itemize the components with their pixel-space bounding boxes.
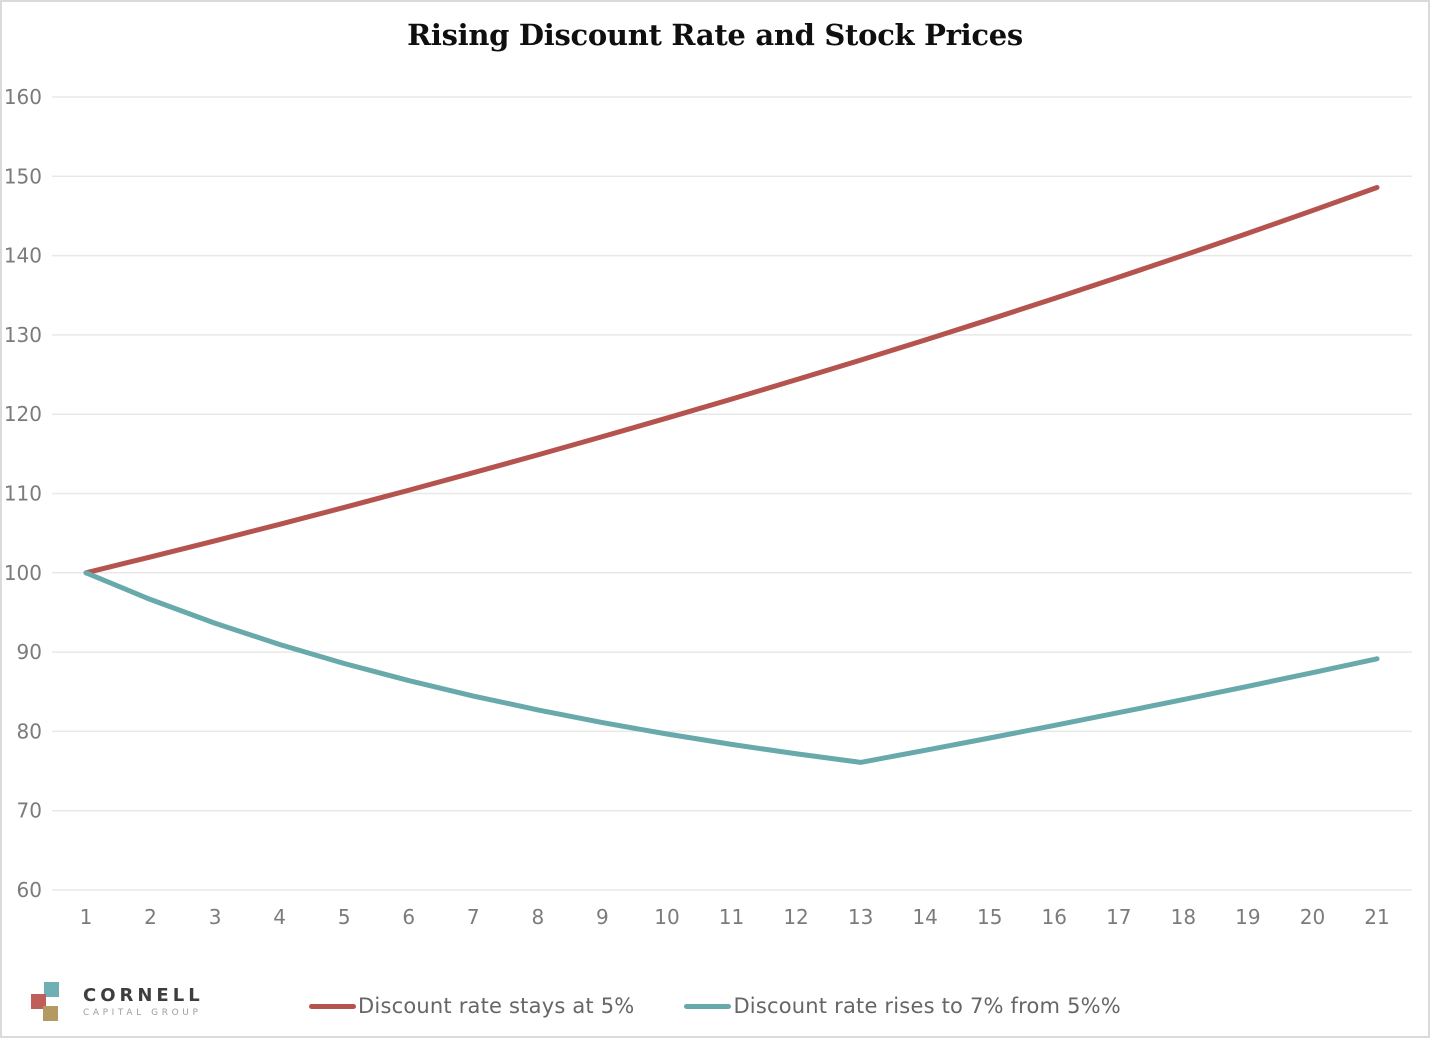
x-tick-label: 14 [912,905,937,929]
y-tick-label: 160 [4,85,42,109]
x-tick-label: 2 [144,905,157,929]
legend-item-discount-stays: Discount rate stays at 5% [309,994,634,1018]
logo-squares-icon [31,981,77,1023]
x-tick-label: 12 [783,905,808,929]
legend-label: Discount rate stays at 5% [358,994,635,1018]
x-tick-label: 3 [209,905,222,929]
x-tick-label: 13 [848,905,873,929]
y-tick-label: 80 [17,719,42,743]
y-axis-labels-group: 60 70 80 90 100 110 120 130 140 150 160 [4,85,42,902]
y-tick-label: 130 [4,323,42,347]
x-tick-label: 9 [596,905,609,929]
logo-red-square-icon [31,994,46,1009]
logo-company-name: CORNELL [83,984,204,1006]
x-tick-label: 1 [80,905,93,929]
x-tick-label: 8 [531,905,544,929]
x-tick-label: 19 [1235,905,1260,929]
x-tick-label: 10 [654,905,679,929]
cornell-capital-group-logo: CORNELL CAPITAL GROUP [31,981,204,1023]
teal-line-swatch-icon [684,1003,732,1009]
x-tick-label: 18 [1171,905,1196,929]
x-tick-label: 7 [467,905,480,929]
logo-teal-square-icon [44,982,59,997]
y-tick-label: 110 [4,482,42,506]
y-tick-label: 90 [17,640,42,664]
y-tick-label: 70 [17,799,42,823]
y-tick-label: 100 [4,561,42,585]
x-tick-label: 17 [1106,905,1131,929]
x-tick-label: 16 [1042,905,1067,929]
chart-title: Rising Discount Rate and Stock Prices [407,18,1023,52]
x-tick-label: 6 [402,905,415,929]
y-tick-label: 120 [4,402,42,426]
x-tick-label: 15 [977,905,1002,929]
legend-label: Discount rate rises to 7% from 5%% [733,994,1121,1018]
gridlines-group [52,96,1412,891]
chart-legend: Discount rate stays at 5% Discount rate … [2,994,1428,1018]
series-line-discount-stays-5pct [83,184,1380,576]
series-lines-group [83,184,1380,765]
legend-item-discount-rises: Discount rate rises to 7% from 5%% [684,994,1121,1018]
red-line-swatch-icon [309,1003,357,1009]
y-tick-label: 60 [17,878,42,902]
y-tick-label: 140 [4,244,42,268]
series-line-discount-rises-7pct [83,570,1380,765]
logo-tan-square-icon [43,1006,58,1021]
x-tick-label: 4 [273,905,286,929]
x-tick-label: 5 [338,905,351,929]
y-tick-label: 150 [4,164,42,188]
x-tick-label: 11 [719,905,744,929]
x-axis-labels-group: 1 2 3 4 5 6 7 8 9 10 11 12 13 14 15 16 17 18 19 20 21 [80,905,1390,929]
x-tick-label: 20 [1300,905,1325,929]
logo-text: CORNELL CAPITAL GROUP [83,984,204,1018]
logo-company-subtitle: CAPITAL GROUP [83,1007,202,1018]
x-tick-label: 21 [1364,905,1389,929]
